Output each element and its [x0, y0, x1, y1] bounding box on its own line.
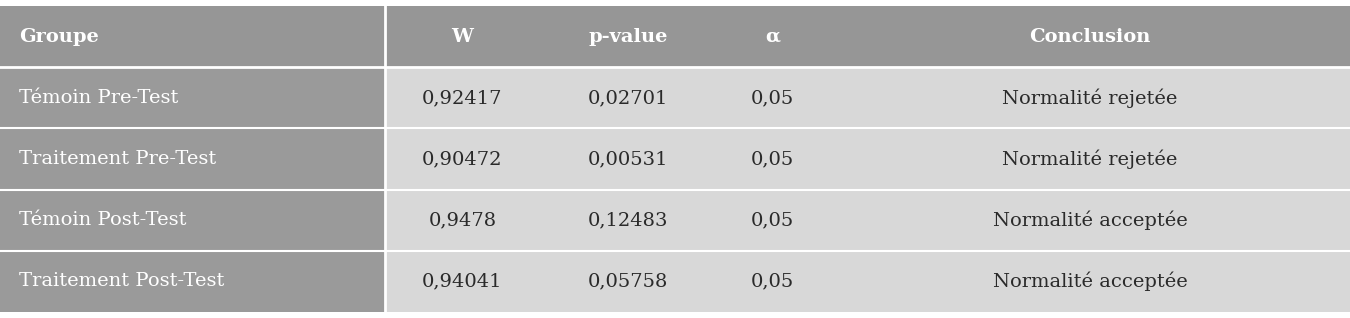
Bar	[830, 6, 1350, 67]
Text: Conclusion: Conclusion	[1030, 28, 1150, 46]
Bar	[716, 6, 830, 67]
Text: W: W	[451, 28, 474, 46]
Bar	[716, 251, 830, 312]
Text: 0,00531: 0,00531	[587, 150, 668, 168]
Bar	[540, 67, 716, 128]
Text: 0,05: 0,05	[751, 150, 795, 168]
Bar	[385, 67, 540, 128]
Text: Normalité acceptée: Normalité acceptée	[992, 271, 1188, 291]
Bar	[385, 6, 540, 67]
Bar	[830, 67, 1350, 128]
Bar	[540, 251, 716, 312]
Text: p-value: p-value	[589, 28, 667, 46]
Bar	[0, 128, 385, 190]
Bar	[0, 67, 385, 128]
Bar	[540, 6, 716, 67]
Bar	[830, 251, 1350, 312]
Text: Témoin Post-Test: Témoin Post-Test	[19, 211, 186, 229]
Text: 0,05: 0,05	[751, 272, 795, 290]
Text: 0,05: 0,05	[751, 211, 795, 229]
Text: Témoin Pre-Test: Témoin Pre-Test	[19, 89, 178, 107]
Text: 0,02701: 0,02701	[587, 89, 668, 107]
Text: 0,90472: 0,90472	[423, 150, 502, 168]
Bar	[385, 190, 540, 251]
Text: 0,94041: 0,94041	[423, 272, 502, 290]
Bar	[830, 128, 1350, 190]
Text: Normalité rejetée: Normalité rejetée	[1003, 149, 1177, 169]
Text: 0,92417: 0,92417	[423, 89, 502, 107]
Bar	[716, 67, 830, 128]
Bar	[716, 190, 830, 251]
Text: α: α	[765, 28, 780, 46]
Text: Groupe: Groupe	[19, 28, 99, 46]
Bar	[830, 190, 1350, 251]
Bar	[540, 128, 716, 190]
Bar	[385, 251, 540, 312]
Bar	[0, 251, 385, 312]
Bar	[0, 6, 385, 67]
Bar	[385, 128, 540, 190]
Bar	[716, 128, 830, 190]
Text: 0,05758: 0,05758	[587, 272, 668, 290]
Text: 0,9478: 0,9478	[428, 211, 497, 229]
Text: Normalité rejetée: Normalité rejetée	[1003, 88, 1177, 108]
Text: Traitement Pre-Test: Traitement Pre-Test	[19, 150, 216, 168]
Text: Traitement Post-Test: Traitement Post-Test	[19, 272, 224, 290]
Text: Normalité acceptée: Normalité acceptée	[992, 210, 1188, 230]
Text: 0,12483: 0,12483	[587, 211, 668, 229]
Text: 0,05: 0,05	[751, 89, 795, 107]
Bar	[540, 190, 716, 251]
Bar	[0, 190, 385, 251]
